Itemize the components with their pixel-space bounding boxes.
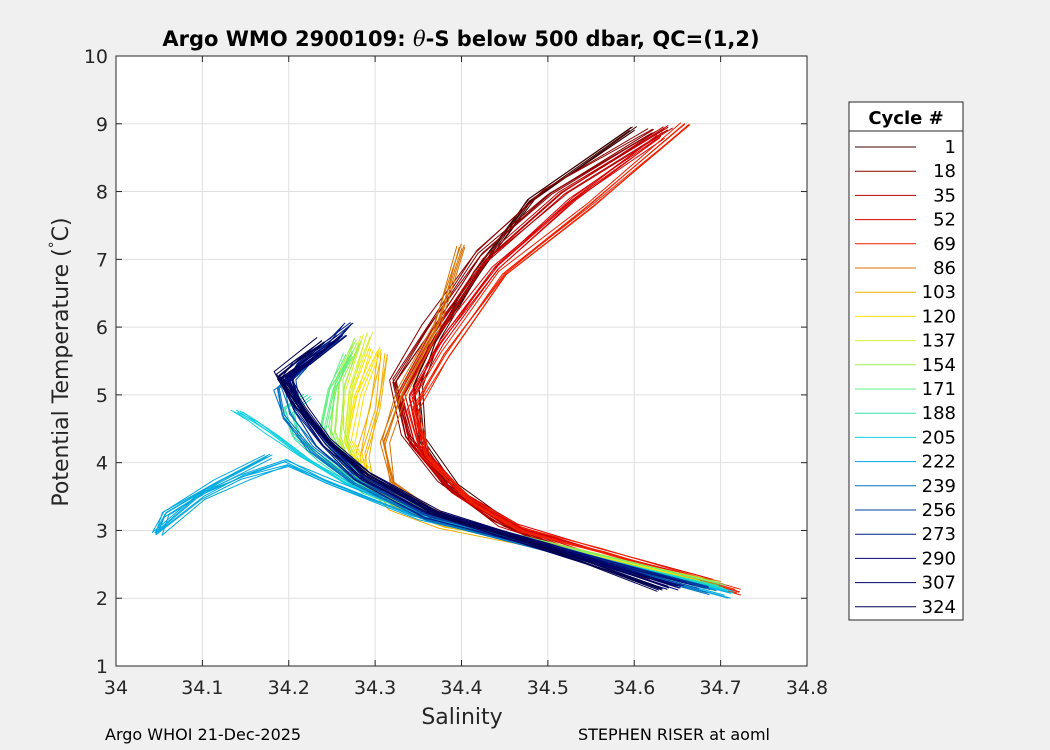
legend-label-290: 290 — [922, 548, 956, 569]
y-axis-label: Potential Temperature (°C) — [47, 217, 74, 506]
legend-box — [848, 101, 964, 621]
x-tick-label: 34.5 — [527, 677, 569, 699]
series-line-cycle-307 — [280, 339, 668, 590]
x-tick-label: 34.4 — [440, 677, 482, 699]
series-line-cycle-69 — [412, 124, 740, 593]
footer-left: Argo WHOI 21-Dec-2025 — [105, 725, 302, 744]
x-tick-label: 34.6 — [613, 677, 655, 699]
legend-label-1: 1 — [945, 137, 956, 158]
y-tick-label: 6 — [96, 317, 108, 339]
legend-label-103: 103 — [922, 282, 956, 303]
x-tick-label: 34.1 — [181, 677, 223, 699]
x-axis-ticks: 34 34.1 34.2 34.3 34.4 34.5 34.6 34.7 34.8 — [104, 56, 828, 699]
y-tick-label: 7 — [96, 249, 108, 271]
series-line-cycle-324 — [277, 341, 658, 592]
series-lines — [151, 122, 742, 599]
series-line-cycle-324 — [273, 337, 655, 586]
footer-right: STEPHEN RISER at aoml — [578, 725, 770, 744]
series-line-cycle-35 — [397, 128, 682, 578]
legend-label-205: 205 — [922, 427, 956, 448]
y-tick-label: 4 — [96, 453, 108, 475]
x-tick-label: 34.2 — [268, 677, 310, 699]
chart-title: Argo WMO 2900109: θ-S below 500 dbar, QC… — [162, 27, 759, 51]
legend-label-188: 188 — [922, 403, 956, 424]
y-tick-label: 3 — [96, 520, 108, 542]
legend-title: Cycle # — [868, 108, 943, 129]
legend-label-86: 86 — [933, 258, 956, 279]
y-tick-label: 1 — [96, 656, 108, 678]
legend-label-273: 273 — [922, 524, 956, 545]
legend-label-35: 35 — [933, 185, 956, 206]
legend-label-324: 324 — [922, 597, 956, 618]
x-tick-label: 34.8 — [786, 677, 828, 699]
legend-label-69: 69 — [933, 234, 956, 255]
legend-label-137: 137 — [922, 331, 956, 352]
legend-label-256: 256 — [922, 500, 956, 521]
legend-label-18: 18 — [933, 161, 956, 182]
y-tick-label: 9 — [96, 114, 108, 136]
y-axis-ticks: 1 2 3 4 5 6 7 8 9 10 — [84, 46, 807, 678]
y-tick-label: 5 — [96, 385, 108, 407]
y-tick-label: 2 — [96, 588, 108, 610]
series-line-cycle-52 — [412, 137, 713, 585]
legend-label-222: 222 — [922, 452, 956, 473]
series-line-cycle-52 — [408, 135, 712, 582]
series-line-cycle-239 — [277, 376, 708, 594]
series-line-cycle-307 — [284, 336, 670, 589]
legend-label-52: 52 — [933, 210, 956, 231]
x-tick-label: 34 — [104, 677, 128, 699]
legend-label-171: 171 — [922, 379, 956, 400]
series-line-cycle-307 — [289, 335, 671, 586]
x-axis-label: Salinity — [421, 705, 502, 730]
legend-label-120: 120 — [922, 306, 956, 327]
legend-entries: 1 18 35 52 69 86 103 120 137 154 171 188 205 222 239 25… — [855, 137, 956, 618]
y-tick-label: 10 — [84, 46, 108, 68]
x-tick-label: 34.3 — [354, 677, 396, 699]
y-tick-label: 8 — [96, 182, 108, 204]
series-line-cycle-69 — [418, 124, 742, 596]
legend-label-239: 239 — [922, 476, 956, 497]
legend: Cycle # 1 18 35 52 69 86 103 120 137 154 171 188 205… — [848, 101, 964, 621]
series-line-cycle-52 — [408, 137, 711, 585]
legend-label-154: 154 — [922, 355, 956, 376]
legend-label-307: 307 — [922, 573, 956, 594]
series-line-cycle-307 — [277, 338, 664, 589]
x-tick-label: 34.7 — [699, 677, 741, 699]
